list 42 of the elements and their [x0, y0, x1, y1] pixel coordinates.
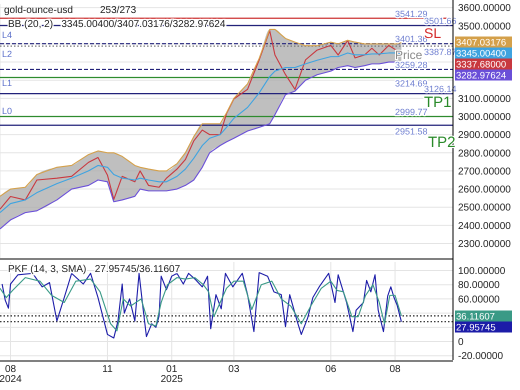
x-tick-label: 03: [228, 364, 240, 375]
x-tick-label: 08 2024: [0, 364, 22, 385]
annotation: L1: [2, 78, 12, 88]
y-tick-label: 2400.00000: [458, 220, 512, 232]
x-tick-label: 11: [102, 364, 114, 375]
y-tick-label: 3000.00000: [458, 112, 512, 123]
chart-subtitle: 253/273: [100, 5, 137, 16]
ref-line-label: 3259.28: [395, 60, 428, 70]
y-tick-label: 3100.00000: [458, 94, 512, 105]
annotation: L4: [2, 30, 12, 40]
text: 3282.97624: [456, 70, 506, 82]
y-tick-label: 3500.00000: [458, 21, 512, 32]
y-tick-label: 2300.00000: [458, 238, 512, 250]
y-tick-label: 2800.00000: [458, 148, 512, 160]
ref-line-label: 3401.36: [395, 34, 428, 44]
text: 3337.68000: [456, 60, 506, 70]
annotation: PKF (14, 3, SMA) 27.95745/36.11607: [8, 264, 181, 275]
line-series: [0, 277, 402, 332]
annotation: Price: [395, 48, 423, 62]
ref-line-label: 2951.58: [395, 126, 428, 136]
y-tick-label: 3600.00000: [458, 3, 512, 14]
text: 3407.03176: [456, 38, 506, 48]
ref-line-label: 3541.29: [395, 8, 428, 19]
x-tick-label: 06: [325, 364, 337, 375]
y-tick-label: 2500.00000: [458, 202, 512, 214]
chart-title: gold-ounce-usd: [4, 5, 73, 16]
ref-line-label: 2999.77: [395, 107, 428, 118]
y-tick-label: 2700.00000: [458, 166, 512, 178]
y-tick-label: 0: [458, 337, 464, 348]
y-tick-label: 80.00000: [458, 280, 500, 292]
x-tick-label: 01 2025: [160, 364, 184, 385]
x-tick-label: 08: [389, 364, 402, 375]
text: 3345.00400: [456, 48, 506, 60]
y-tick-label: 100.00000: [458, 266, 506, 278]
y-tick-label: 2900.00000: [458, 130, 512, 142]
text: 36.11607: [456, 312, 495, 322]
y-tick-label: 60.00000: [458, 294, 500, 306]
annotation: L0: [2, 106, 12, 116]
text: 27.95745: [456, 322, 496, 334]
y-tick-label: 2600.00000: [458, 184, 512, 196]
y-tick-label: -20.00000: [458, 351, 504, 362]
annotation: L2: [2, 49, 12, 59]
